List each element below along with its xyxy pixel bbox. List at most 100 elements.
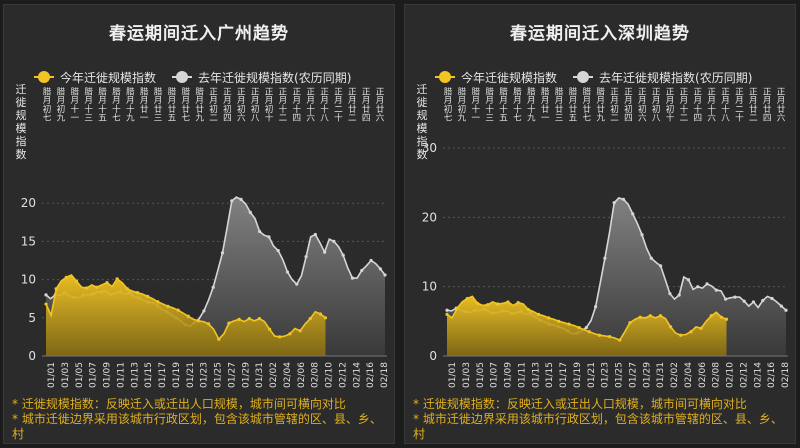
y-tick-label: 0 bbox=[28, 349, 36, 363]
point-last-year bbox=[659, 264, 663, 268]
top-tick-label: 正月二十 bbox=[332, 87, 342, 122]
point-this-year bbox=[115, 277, 119, 281]
point-this-year bbox=[288, 332, 292, 336]
x-tick-label: 01/21 bbox=[587, 362, 597, 388]
top-tick-label: 正月初八 bbox=[650, 87, 660, 121]
point-last-year bbox=[668, 292, 672, 296]
x-tick-label: 01/15 bbox=[545, 362, 555, 388]
point-this-year bbox=[567, 322, 571, 326]
point-last-year bbox=[202, 309, 206, 313]
point-this-year bbox=[196, 319, 201, 323]
x-tick-label: 02/10 bbox=[726, 362, 736, 388]
legend-item-last-year[interactable]: 去年迁徙规模指数(农历同期) bbox=[172, 69, 351, 86]
point-this-year bbox=[176, 308, 180, 312]
point-last-year bbox=[276, 248, 280, 253]
top-tick-label: 腊月初七 bbox=[41, 87, 51, 122]
legend-label-last-year: 去年迁徙规模指数(农历同期) bbox=[198, 70, 352, 85]
x-tick-label: 01/03 bbox=[61, 362, 71, 388]
point-this-year bbox=[628, 321, 632, 325]
x-tick-label: 02/16 bbox=[767, 362, 777, 388]
x-tick-label: 01/23 bbox=[200, 362, 210, 388]
legend-item-last-year[interactable]: 去年迁徙规模指数(农历同期) bbox=[573, 69, 752, 86]
point-last-year bbox=[445, 308, 449, 312]
footnote-2: * 城市迁徙边界采用该城市行政区划，包含该城市管辖的区、县、乡、村 bbox=[12, 412, 382, 441]
legend-swatch-this-year bbox=[34, 71, 54, 83]
x-tick-label: 02/14 bbox=[753, 362, 763, 388]
x-tick-label: 02/14 bbox=[352, 362, 362, 388]
x-tick-label: 01/19 bbox=[573, 362, 583, 388]
x-tick-label: 01/29 bbox=[241, 362, 251, 388]
point-last-year bbox=[779, 304, 783, 308]
legend-item-this-year[interactable]: 今年迁徙规模指数 bbox=[435, 69, 557, 86]
footnotes: * 迁徙规模指数：反映迁入或迁出人口规模，城市间可横向对比 * 城市迁徙边界采用… bbox=[12, 397, 392, 442]
legend-item-this-year[interactable]: 今年迁徙规模指数 bbox=[34, 69, 156, 86]
point-this-year bbox=[207, 322, 211, 326]
footnote-1: * 迁徙规模指数：反映迁入或迁出人口规模，城市间可横向对比 bbox=[413, 397, 747, 411]
point-this-year bbox=[95, 285, 99, 289]
point-this-year bbox=[689, 330, 693, 334]
top-tick-label: 正月初二 bbox=[208, 87, 218, 121]
point-last-year bbox=[751, 300, 756, 304]
x-tick-label: 02/12 bbox=[739, 362, 749, 388]
x-tick-label: 01/19 bbox=[172, 362, 182, 388]
y-tick-label: 30 bbox=[422, 141, 437, 155]
point-last-year bbox=[220, 251, 225, 255]
top-tick-label: 腊月廿五 bbox=[166, 87, 176, 122]
top-tick-label: 正月初四 bbox=[622, 87, 632, 121]
point-last-year bbox=[230, 199, 234, 203]
point-this-year bbox=[237, 317, 241, 321]
point-last-year bbox=[677, 293, 681, 297]
point-last-year bbox=[714, 288, 718, 292]
point-this-year bbox=[166, 304, 170, 308]
x-tick-label: 01/09 bbox=[504, 362, 514, 388]
point-last-year bbox=[603, 256, 607, 260]
point-this-year bbox=[268, 327, 272, 331]
top-tick-label: 腊月十五 bbox=[498, 87, 508, 122]
top-tick-label: 正月十八 bbox=[720, 87, 730, 121]
top-tick-label: 正月十四 bbox=[692, 87, 702, 121]
point-last-year bbox=[612, 201, 616, 205]
top-tick-label: 腊月初九 bbox=[456, 87, 466, 123]
top-tick-label: 正月廿六 bbox=[374, 87, 384, 122]
top-tick-label: 正月廿四 bbox=[360, 87, 370, 121]
top-tick-label: 正月十六 bbox=[706, 87, 716, 122]
top-tick-label: 腊月十九 bbox=[525, 87, 535, 123]
point-last-year bbox=[341, 253, 345, 257]
y-tick-label: 10 bbox=[422, 280, 437, 294]
x-tick-label: 01/15 bbox=[144, 362, 154, 388]
point-this-year bbox=[496, 302, 500, 306]
chart-area: 0 10 20 30 01/01 01/03 01/05 01/07 01/09 01/11 01/… bbox=[422, 87, 791, 388]
point-this-year bbox=[547, 316, 551, 320]
point-this-year bbox=[227, 321, 231, 325]
x-tick-label: 01/17 bbox=[158, 362, 168, 388]
point-this-year bbox=[486, 303, 490, 307]
top-tick-label: 正月初六 bbox=[636, 87, 646, 122]
x-tick-label: 01/25 bbox=[615, 362, 625, 388]
chart-title: 春运期间迁入深圳趋势 bbox=[510, 24, 690, 44]
top-tick-label: 正月初六 bbox=[235, 87, 245, 122]
point-last-year bbox=[784, 308, 788, 312]
x-tick-label: 02/02 bbox=[670, 362, 680, 388]
x-tick-label: 01/13 bbox=[130, 362, 140, 388]
top-tick-label: 正月十六 bbox=[305, 87, 315, 122]
point-last-year bbox=[594, 305, 598, 309]
top-tick-label: 腊月廿三 bbox=[152, 87, 162, 122]
top-tick-label: 腊月十九 bbox=[124, 87, 134, 123]
point-last-year bbox=[258, 229, 262, 234]
top-tick-label: 腊月廿九 bbox=[194, 87, 204, 123]
top-tick-label: 腊月十一 bbox=[69, 87, 79, 122]
point-this-year bbox=[648, 314, 652, 318]
point-this-year bbox=[146, 294, 150, 299]
footnote-1: * 迁徙规模指数：反映迁入或迁出人口规模，城市间可横向对比 bbox=[12, 397, 346, 411]
point-this-year bbox=[278, 335, 282, 339]
point-this-year bbox=[526, 307, 530, 312]
point-this-year bbox=[186, 314, 190, 318]
point-this-year bbox=[669, 325, 673, 329]
point-this-year bbox=[465, 296, 469, 301]
point-this-year bbox=[516, 301, 520, 305]
point-last-year bbox=[733, 295, 737, 299]
top-tick-label: 腊月十七 bbox=[110, 87, 120, 122]
top-tick-label: 腊月十一 bbox=[470, 87, 480, 122]
legend-label-this-year: 今年迁徙规模指数 bbox=[461, 70, 558, 85]
panel-guangzhou: 春运期间迁入广州趋势 今年迁徙规模指数 去年迁徙规模指数(农历同期) 迁徙规模指… bbox=[3, 4, 395, 444]
